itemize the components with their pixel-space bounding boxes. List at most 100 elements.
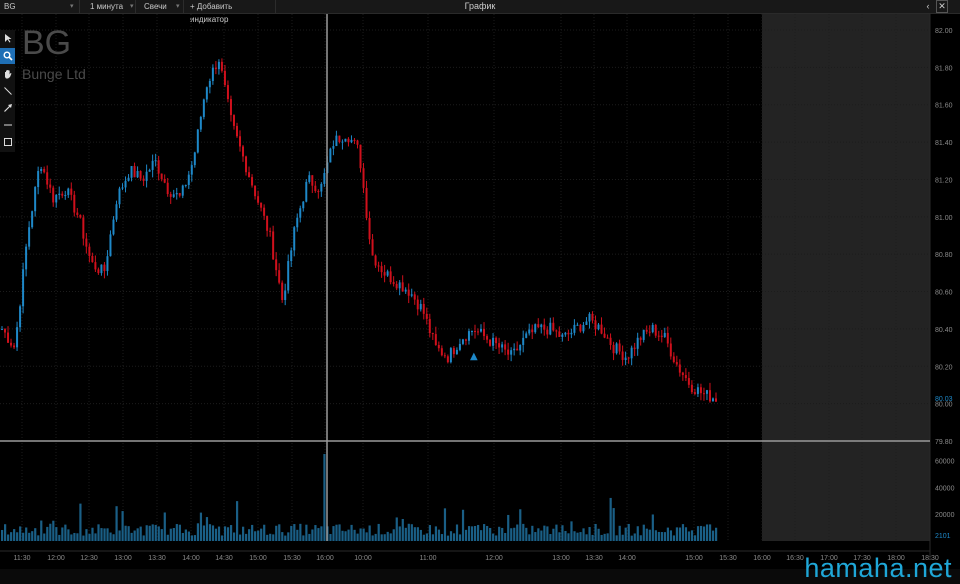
x-tick-label: 13:00 [114,555,132,562]
candle-body [660,335,663,337]
volume-bar [606,533,609,541]
volume-bar [266,534,269,541]
horizontal-line-icon[interactable] [0,117,15,133]
volume-bar [374,533,377,541]
volume-bar [546,526,549,541]
candle-body [13,345,16,348]
candle-body [181,185,184,196]
candle-body [483,328,486,337]
candle-body [380,266,383,273]
chart-type-selector[interactable]: Свечи ▾ [140,0,184,13]
volume-bar [422,534,425,541]
volume-bar [296,529,299,541]
candle-body [263,207,266,216]
candle-body [254,185,257,197]
candle-body [296,217,299,228]
candle-body [654,324,657,336]
rectangle-icon[interactable] [0,134,15,150]
volume-bar [672,535,676,541]
volume-bar [260,528,263,541]
volume-bar [567,533,570,541]
x-tick-label: 14:30 [215,555,233,562]
close-icon[interactable]: ✕ [936,0,948,13]
volume-bar [299,523,302,541]
candle-body [314,185,317,192]
volume-bar [263,524,266,541]
chart-type-label: Свечи [144,2,167,11]
x-tick-label: 18:30 [921,555,939,562]
symbol-selector[interactable]: BG ▾ [0,0,80,13]
candle-body [37,171,40,188]
volume-bar [534,532,537,541]
candle-body [711,398,714,402]
candle-body [248,172,251,178]
x-tick-label: 17:00 [820,555,838,562]
volume-bar [681,524,685,541]
volume-bar [654,530,657,541]
candle-body [573,324,576,333]
candle-body [522,337,525,345]
candle-body [199,116,202,130]
candle-body [341,141,344,143]
volume-bar [235,501,239,541]
add-indicator-button[interactable]: + Добавить индикатор [186,0,276,24]
volume-bar [699,525,703,541]
volume-bar [196,523,200,541]
volume-bar [495,535,498,541]
candle-body [591,313,594,321]
volume-bar [597,528,600,541]
zoom-icon[interactable] [0,48,15,64]
volume-bar [492,533,495,541]
candle-body [516,348,519,351]
interval-selector[interactable]: 1 минута ▾ [86,0,136,13]
volume-bar [603,533,606,541]
volume-bar [34,528,37,541]
volume-bar [690,530,694,541]
bottom-scroll-strip[interactable] [0,569,960,584]
volume-bar [190,535,193,541]
candle-body [693,392,696,394]
price-chart[interactable]: 82.00 81.80 81.60 81.40 81.20 81.00 80.80 80.60… [0,14,960,569]
volume-bar [223,526,227,541]
volume-bar [410,524,413,541]
volume-bar [467,526,471,541]
candle-body [34,187,37,212]
x-tick-label: 11:00 [420,555,437,562]
candle-body [43,168,46,173]
volume-bar [40,520,43,541]
candle-body [561,334,564,337]
candle-body [383,272,386,276]
volume-bar [166,534,169,541]
candle-body [428,318,431,334]
volume-bar [208,524,212,541]
candle-body [498,343,501,348]
volume-bar [383,534,386,541]
volume-bar [211,525,215,541]
candle-body [323,173,326,184]
arrow-icon[interactable] [0,100,15,116]
candle-body [666,332,669,344]
volume-bar [395,517,398,541]
hand-icon[interactable] [0,66,15,82]
volume-bar [248,529,251,541]
candle-body [214,67,217,70]
volume-bar [178,524,181,541]
volume-bar [386,531,389,541]
volume-bar [624,527,627,541]
line-icon[interactable] [0,83,15,99]
volume-bar [470,526,474,541]
pointer-icon[interactable] [0,30,15,46]
candle-body [211,67,214,81]
candle-body [335,135,338,147]
candle-body [600,324,603,334]
volume-bar [4,524,7,541]
candle-body [278,270,281,283]
back-icon[interactable]: ‹ [926,1,930,11]
volume-bar [193,535,197,541]
x-tick-label: 13:30 [585,555,603,562]
volume-bar [172,527,175,541]
volume-bar [130,532,133,541]
volume-bar [431,534,435,541]
y-tick-label: 81.20 [935,177,953,184]
candle-body [302,201,305,209]
